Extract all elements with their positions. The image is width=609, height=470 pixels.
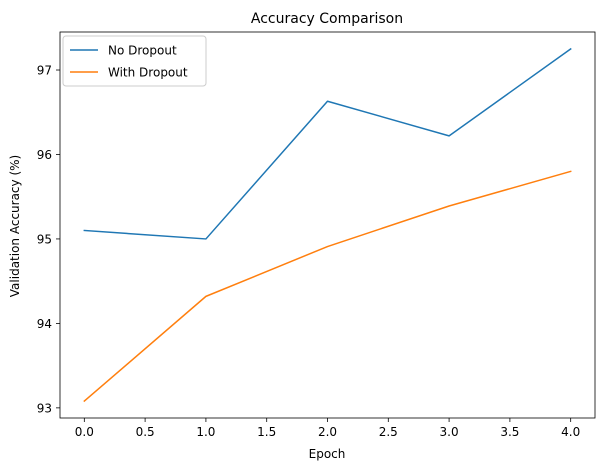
plot-frame <box>59 31 596 419</box>
legend-label-no-dropout: No Dropout <box>108 44 177 58</box>
series-line-with-dropout <box>83 170 572 403</box>
series-line-no-dropout <box>83 47 572 240</box>
legend-label-with-dropout: With Dropout <box>108 66 188 80</box>
y-axis-label: Validation Accuracy (%) <box>8 155 22 297</box>
x-tick-label: 1.5 <box>257 425 276 439</box>
y-tick-label: 93 <box>37 401 52 415</box>
x-tick-label: 3.0 <box>440 425 459 439</box>
y-tick-label: 96 <box>37 148 52 162</box>
x-tick-label: 0.0 <box>75 425 94 439</box>
x-tick-label: 0.5 <box>136 425 155 439</box>
y-tick-label: 95 <box>37 232 52 246</box>
x-axis-label: Epoch <box>309 447 346 461</box>
y-tick-label: 94 <box>37 317 52 331</box>
x-tick-label: 4.0 <box>561 425 580 439</box>
chart-title: Accuracy Comparison <box>251 11 403 27</box>
y-axis-ticks: 93 94 95 96 97 <box>37 64 60 415</box>
x-axis-ticks: 0.0 0.5 1.0 1.5 2.0 2.5 3.0 3.5 4.0 <box>75 418 580 439</box>
x-tick-label: 2.0 <box>318 425 337 439</box>
x-tick-label: 2.5 <box>379 425 398 439</box>
legend: No Dropout With Dropout <box>62 35 207 87</box>
series-lines <box>83 47 572 403</box>
x-tick-label: 3.5 <box>500 425 519 439</box>
legend-box <box>62 35 207 87</box>
x-tick-label: 1.0 <box>196 425 215 439</box>
y-tick-label: 97 <box>37 64 52 78</box>
